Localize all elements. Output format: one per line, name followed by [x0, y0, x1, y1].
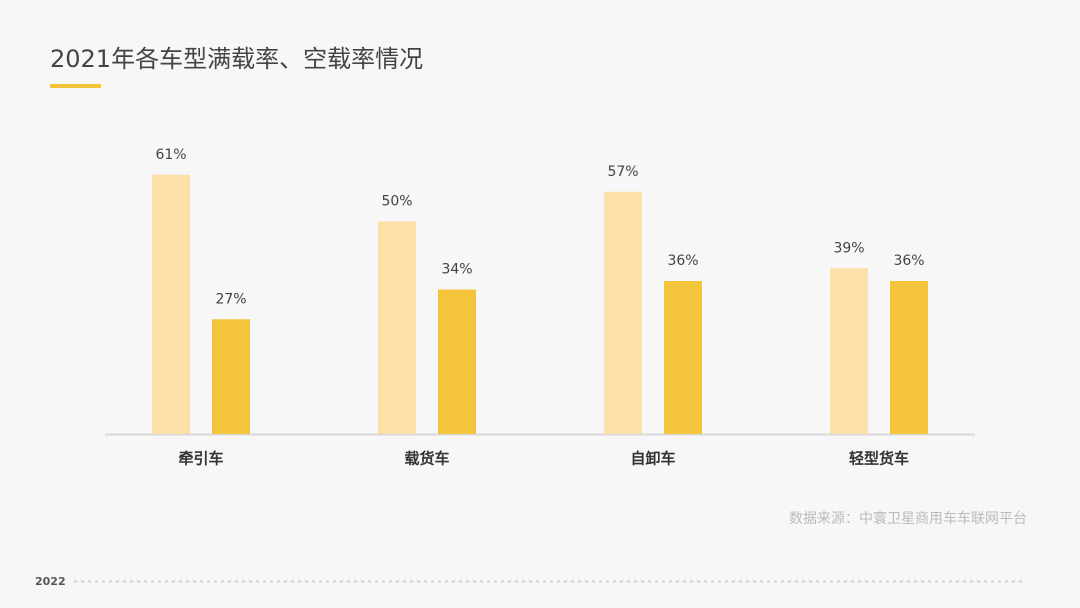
value-label: 57% — [607, 164, 638, 180]
bar — [378, 221, 416, 434]
bar — [438, 289, 476, 434]
bar — [664, 281, 702, 434]
x-tick-label: 牵引车 — [178, 450, 223, 468]
bar — [830, 268, 868, 434]
title-underline — [50, 84, 101, 88]
bar — [212, 319, 250, 434]
chart-title: 2021年各车型满载率、空载率情况 — [50, 45, 423, 73]
value-label: 36% — [667, 253, 698, 269]
bar — [890, 281, 928, 434]
value-label: 34% — [441, 262, 472, 278]
bar — [604, 191, 642, 434]
value-label: 61% — [155, 147, 186, 163]
footer-year: 2022 — [35, 575, 66, 588]
x-tick-label: 轻型货车 — [849, 450, 909, 468]
x-tick-label: 自卸车 — [630, 450, 675, 468]
value-label: 36% — [893, 253, 924, 269]
source-note: 数据来源：中寰卫星商用车车联网平台 — [789, 510, 1027, 527]
x-tick-label: 载货车 — [404, 450, 449, 468]
bar — [152, 174, 190, 434]
value-label: 50% — [381, 194, 412, 210]
value-label: 27% — [215, 291, 246, 307]
value-label: 39% — [833, 240, 864, 256]
